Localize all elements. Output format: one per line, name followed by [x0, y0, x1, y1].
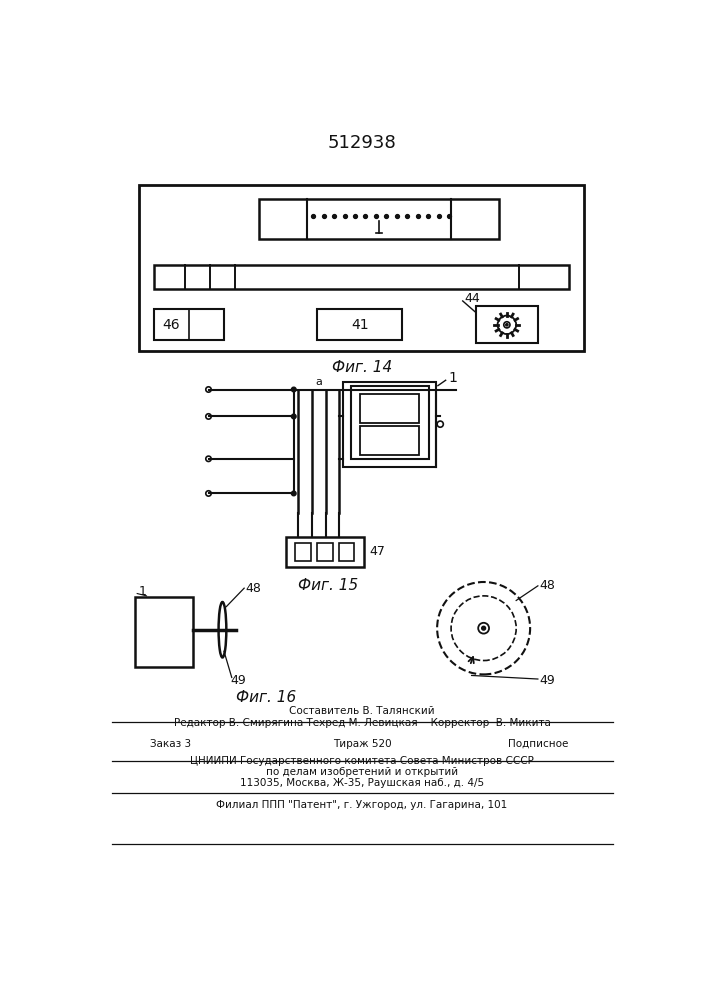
- Bar: [317, 309, 402, 340]
- Circle shape: [481, 626, 486, 630]
- Text: 512938: 512938: [327, 134, 397, 152]
- Text: 46: 46: [163, 318, 180, 332]
- Circle shape: [206, 456, 211, 461]
- Bar: [317, 543, 332, 561]
- Bar: [139, 185, 585, 351]
- Text: 48: 48: [539, 579, 555, 592]
- Text: Редактор В. Смирягина Техред М. Левицкая    Корректор  В. Микита: Редактор В. Смирягина Техред М. Левицкая…: [173, 718, 550, 728]
- Bar: [361, 394, 419, 423]
- Text: Фиг. 15: Фиг. 15: [298, 578, 358, 593]
- Circle shape: [506, 324, 508, 326]
- Circle shape: [478, 623, 489, 634]
- Bar: [154, 309, 224, 340]
- Text: 47: 47: [370, 545, 385, 558]
- Circle shape: [291, 387, 296, 392]
- Text: Заказ 3: Заказ 3: [151, 739, 192, 749]
- Circle shape: [437, 582, 530, 674]
- Bar: [135, 597, 193, 667]
- Bar: [339, 543, 354, 561]
- Text: по делам изобретений и открытий: по делам изобретений и открытий: [266, 767, 458, 777]
- Circle shape: [437, 421, 443, 427]
- Bar: [361, 426, 419, 455]
- Circle shape: [206, 491, 211, 496]
- Text: Фиг. 14: Фиг. 14: [332, 360, 392, 375]
- Circle shape: [291, 491, 296, 496]
- Text: 41: 41: [351, 318, 368, 332]
- Text: 1: 1: [448, 371, 457, 385]
- Bar: [351, 386, 428, 459]
- Circle shape: [504, 322, 510, 328]
- Text: ЦНИИПИ Государственного комитета Совета Министров СССР: ЦНИИПИ Государственного комитета Совета …: [190, 756, 534, 766]
- Text: a: a: [315, 377, 322, 387]
- Bar: [476, 306, 538, 343]
- Circle shape: [498, 316, 516, 334]
- Circle shape: [206, 414, 211, 419]
- Text: Подписное: Подписное: [508, 739, 568, 749]
- Bar: [154, 265, 569, 289]
- Circle shape: [451, 596, 516, 661]
- Text: 49: 49: [539, 674, 555, 687]
- Text: Филиал ППП "Патент", г. Ужгород, ул. Гагарина, 101: Филиал ППП "Патент", г. Ужгород, ул. Гаг…: [216, 800, 508, 810]
- Text: 48: 48: [246, 582, 262, 595]
- Bar: [259, 199, 499, 239]
- Text: 49: 49: [230, 674, 246, 687]
- Text: 44: 44: [464, 292, 480, 305]
- Text: 1: 1: [139, 585, 146, 598]
- Circle shape: [291, 414, 296, 419]
- Circle shape: [206, 387, 211, 392]
- Ellipse shape: [218, 602, 226, 657]
- Bar: [344, 382, 436, 466]
- Bar: [296, 543, 311, 561]
- Text: Составитель В. Талянский: Составитель В. Талянский: [289, 706, 435, 716]
- Text: Фиг. 16: Фиг. 16: [237, 690, 297, 705]
- Bar: [286, 537, 363, 567]
- Text: 113035, Москва, Ж-35, Раушская наб., д. 4/5: 113035, Москва, Ж-35, Раушская наб., д. …: [240, 778, 484, 788]
- Text: Тираж 520: Тираж 520: [332, 739, 391, 749]
